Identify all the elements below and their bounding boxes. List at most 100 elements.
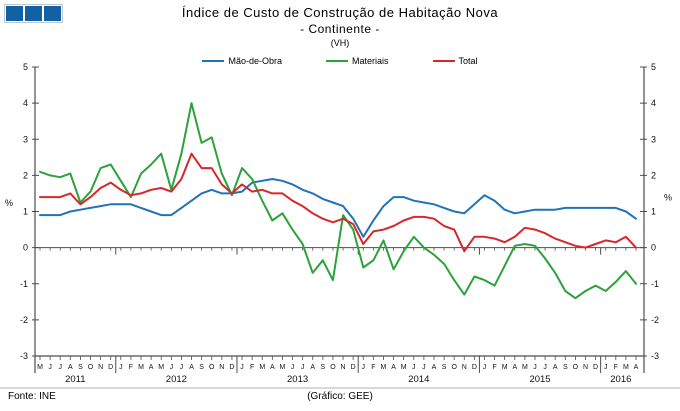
legend-swatch-materiais [326,59,348,63]
logo-square [44,6,61,21]
svg-text:F: F [492,364,496,371]
legend: Mão-de-Obra Materiais Total [0,56,680,66]
svg-text:M: M [401,364,407,371]
svg-text:2016: 2016 [610,374,631,385]
svg-text:A: A [189,364,194,371]
svg-text:J: J [362,364,366,371]
svg-text:N: N [583,364,588,371]
svg-text:0: 0 [23,243,28,253]
svg-text:3: 3 [651,134,656,144]
svg-text:S: S [78,364,83,371]
chart-subtitle: - Continente - [300,22,380,36]
svg-text:%: % [664,193,672,203]
svg-text:5: 5 [651,62,656,72]
svg-text:N: N [462,364,467,371]
svg-text:M: M [623,364,629,371]
svg-text:D: D [351,364,356,371]
svg-text:-3: -3 [651,351,659,361]
svg-text:M: M [37,364,43,371]
svg-text:F: F [250,364,254,371]
svg-text:M: M [158,364,164,371]
svg-text:J: J [301,364,305,371]
svg-text:S: S [199,364,204,371]
svg-text:M: M [259,364,265,371]
svg-text:M: M [280,364,286,371]
logo [4,4,63,23]
svg-text:M: M [502,364,508,371]
svg-text:A: A [512,364,517,371]
svg-text:-2: -2 [651,315,659,325]
svg-text:0: 0 [651,243,656,253]
svg-text:J: J [533,364,537,371]
svg-text:D: D [229,364,234,371]
svg-text:O: O [330,364,336,371]
svg-text:D: D [593,364,598,371]
svg-text:-2: -2 [20,315,28,325]
svg-text:F: F [129,364,133,371]
svg-text:M: M [138,364,144,371]
svg-text:J: J [180,364,184,371]
svg-text:N: N [98,364,103,371]
legend-item-mao-de-obra: Mão-de-Obra [202,56,282,66]
svg-text:2015: 2015 [529,374,550,385]
svg-text:M: M [522,364,528,371]
svg-text:A: A [553,364,558,371]
svg-text:-1: -1 [20,279,28,289]
svg-text:J: J [422,364,426,371]
svg-text:J: J [412,364,416,371]
svg-text:2012: 2012 [166,374,187,385]
svg-text:A: A [149,364,154,371]
svg-text:J: J [119,364,123,371]
legend-item-total: Total [432,56,478,66]
svg-text:A: A [270,364,275,371]
svg-text:%: % [5,198,13,208]
svg-text:F: F [371,364,375,371]
svg-text:4: 4 [651,98,656,108]
svg-text:S: S [442,364,447,371]
svg-text:2: 2 [23,170,28,180]
svg-text:O: O [573,364,579,371]
svg-text:J: J [604,364,608,371]
svg-text:F: F [614,364,618,371]
svg-text:D: D [472,364,477,371]
svg-text:-3: -3 [20,351,28,361]
svg-text:A: A [432,364,437,371]
svg-text:5: 5 [23,62,28,72]
svg-text:J: J [291,364,295,371]
svg-text:O: O [451,364,457,371]
svg-text:-1: -1 [651,279,659,289]
svg-text:N: N [341,364,346,371]
svg-text:J: J [483,364,487,371]
svg-text:2011: 2011 [65,374,85,385]
legend-item-materiais: Materiais [326,56,389,66]
svg-text:O: O [88,364,94,371]
svg-text:J: J [240,364,244,371]
legend-swatch-mao-de-obra [202,59,225,63]
svg-text:2: 2 [651,170,656,180]
legend-label-materiais: Materiais [352,56,389,66]
source-label: Fonte: INE [8,391,56,402]
svg-text:2013: 2013 [287,374,308,385]
legend-swatch-total [432,59,455,63]
svg-text:M: M [381,364,387,371]
svg-text:3: 3 [23,134,28,144]
svg-text:O: O [209,364,215,371]
credit-label: (Gráfico: GEE) [307,391,373,402]
svg-text:J: J [543,364,547,371]
svg-text:1: 1 [651,207,656,217]
svg-text:A: A [391,364,396,371]
svg-text:J: J [58,364,62,371]
svg-text:J: J [170,364,174,371]
svg-text:N: N [219,364,224,371]
svg-text:D: D [108,364,113,371]
svg-text:A: A [634,364,639,371]
svg-text:S: S [321,364,326,371]
logo-square [6,6,23,21]
chart-unit-label: (VH) [330,38,350,48]
svg-text:S: S [563,364,568,371]
legend-label-mao-de-obra: Mão-de-Obra [228,56,282,66]
svg-text:4: 4 [23,98,28,108]
svg-text:2014: 2014 [408,374,429,385]
